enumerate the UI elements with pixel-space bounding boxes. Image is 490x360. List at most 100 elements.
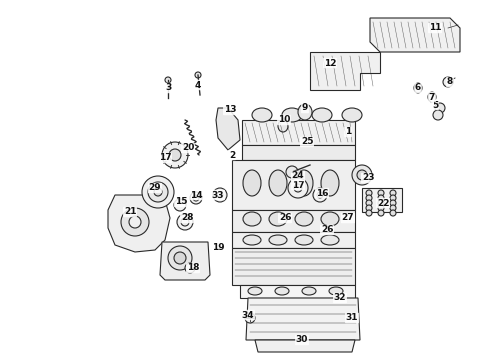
Ellipse shape — [302, 287, 316, 295]
Text: 12: 12 — [324, 58, 336, 68]
Text: 17: 17 — [159, 153, 171, 162]
Text: 9: 9 — [302, 104, 308, 112]
Text: 30: 30 — [296, 336, 308, 345]
Circle shape — [142, 176, 174, 208]
Text: 34: 34 — [242, 310, 254, 320]
Ellipse shape — [248, 287, 262, 295]
Polygon shape — [242, 145, 355, 160]
Text: 3: 3 — [165, 84, 171, 93]
Polygon shape — [160, 242, 210, 280]
Circle shape — [286, 166, 298, 178]
Circle shape — [378, 195, 384, 201]
Text: 33: 33 — [212, 190, 224, 199]
Circle shape — [366, 205, 372, 211]
Circle shape — [217, 192, 223, 198]
Ellipse shape — [321, 212, 339, 226]
Ellipse shape — [269, 235, 287, 245]
Text: 20: 20 — [182, 144, 194, 153]
Circle shape — [177, 214, 193, 230]
Circle shape — [357, 170, 367, 180]
Circle shape — [313, 188, 327, 202]
Circle shape — [185, 263, 195, 273]
Ellipse shape — [282, 108, 302, 122]
Text: 13: 13 — [224, 105, 236, 114]
Ellipse shape — [295, 235, 313, 245]
Circle shape — [390, 195, 396, 201]
Ellipse shape — [321, 235, 339, 245]
Circle shape — [378, 205, 384, 211]
Polygon shape — [232, 232, 355, 248]
Ellipse shape — [243, 170, 261, 196]
Ellipse shape — [298, 104, 312, 120]
Ellipse shape — [252, 108, 272, 122]
Text: 26: 26 — [321, 225, 333, 234]
Circle shape — [190, 192, 202, 204]
Circle shape — [378, 190, 384, 196]
Circle shape — [366, 195, 372, 201]
Text: 1: 1 — [345, 127, 351, 136]
Text: 17: 17 — [292, 180, 304, 189]
Circle shape — [129, 216, 141, 228]
Ellipse shape — [295, 170, 313, 196]
Circle shape — [317, 192, 323, 198]
Circle shape — [148, 182, 168, 202]
Polygon shape — [232, 160, 355, 210]
Polygon shape — [255, 340, 355, 352]
Text: 18: 18 — [187, 264, 199, 273]
Circle shape — [352, 165, 372, 185]
Text: 11: 11 — [429, 23, 441, 32]
Text: 27: 27 — [342, 213, 354, 222]
Text: 2: 2 — [229, 150, 235, 159]
Circle shape — [195, 72, 201, 78]
Circle shape — [174, 252, 186, 264]
Text: 23: 23 — [362, 174, 374, 183]
Ellipse shape — [269, 170, 287, 196]
Ellipse shape — [312, 108, 332, 122]
Circle shape — [288, 178, 308, 198]
Text: 5: 5 — [432, 100, 438, 109]
Text: 15: 15 — [175, 198, 187, 207]
Ellipse shape — [428, 92, 436, 102]
Circle shape — [181, 218, 189, 226]
Circle shape — [366, 190, 372, 196]
Text: 32: 32 — [334, 293, 346, 302]
Ellipse shape — [295, 212, 313, 226]
Circle shape — [294, 184, 302, 192]
Ellipse shape — [342, 108, 362, 122]
Circle shape — [390, 200, 396, 206]
Polygon shape — [108, 195, 170, 252]
Text: 10: 10 — [278, 116, 290, 125]
Circle shape — [443, 77, 453, 87]
Circle shape — [193, 195, 199, 201]
Circle shape — [390, 210, 396, 216]
Circle shape — [168, 246, 192, 270]
Polygon shape — [242, 120, 355, 145]
Ellipse shape — [275, 287, 289, 295]
Polygon shape — [362, 188, 402, 212]
Text: 26: 26 — [279, 213, 291, 222]
Ellipse shape — [243, 212, 261, 226]
Text: 19: 19 — [212, 243, 224, 252]
Circle shape — [245, 313, 255, 323]
Polygon shape — [232, 248, 355, 285]
Circle shape — [162, 142, 188, 168]
Circle shape — [154, 188, 162, 196]
Polygon shape — [232, 210, 355, 232]
Text: 24: 24 — [292, 171, 304, 180]
Circle shape — [165, 77, 171, 83]
Text: 8: 8 — [447, 77, 453, 86]
Ellipse shape — [329, 287, 343, 295]
Text: 22: 22 — [377, 198, 389, 207]
Text: 16: 16 — [316, 189, 328, 198]
Ellipse shape — [243, 235, 261, 245]
Text: 25: 25 — [301, 138, 313, 147]
Text: 31: 31 — [346, 314, 358, 323]
Circle shape — [435, 103, 445, 113]
Text: 7: 7 — [429, 93, 435, 102]
Circle shape — [169, 149, 181, 161]
Ellipse shape — [321, 170, 339, 196]
Text: 14: 14 — [190, 190, 202, 199]
Circle shape — [121, 208, 149, 236]
Circle shape — [390, 205, 396, 211]
Text: 6: 6 — [415, 84, 421, 93]
